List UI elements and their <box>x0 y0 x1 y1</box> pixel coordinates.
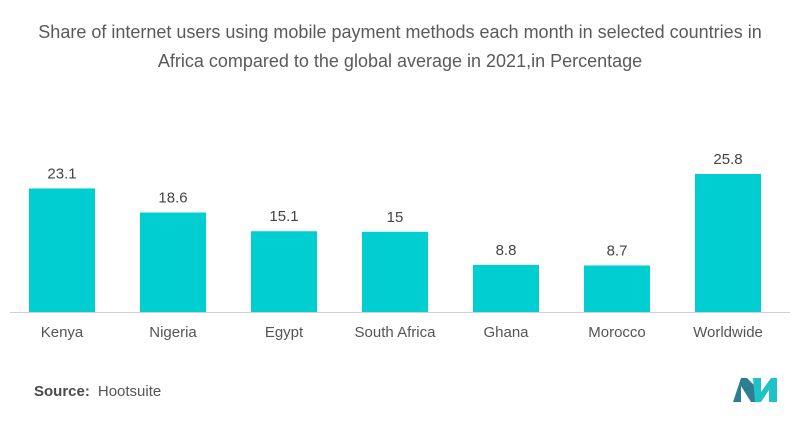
x-tick-label: Kenya <box>41 324 84 341</box>
bar-worldwide <box>695 174 761 312</box>
bar-ghana <box>473 264 539 312</box>
source-label: Source: <box>34 383 90 400</box>
x-tick-label: Nigeria <box>149 324 197 341</box>
x-tick-label: Worldwide <box>693 324 763 341</box>
bar-morocco <box>584 265 650 312</box>
bar-nigeria <box>140 212 206 312</box>
data-label: 8.7 <box>607 242 628 259</box>
bar-south-africa <box>362 231 428 312</box>
bar-egypt <box>251 231 317 312</box>
data-label: 18.6 <box>158 190 187 207</box>
data-label: 15 <box>387 209 404 226</box>
data-label: 15.1 <box>269 208 298 225</box>
data-label: 25.8 <box>713 151 742 168</box>
chart-title-line-1: Share of internet users using mobile pay… <box>38 22 762 42</box>
x-tick-label: Ghana <box>483 324 529 341</box>
brand-logo-icon <box>733 378 777 402</box>
data-label: 8.8 <box>496 242 517 259</box>
x-tick-label: South Africa <box>355 324 437 341</box>
x-tick-label: Egypt <box>265 324 304 341</box>
chart-title-line-2: Africa compared to the global average in… <box>157 51 643 71</box>
data-label: 23.1 <box>47 165 76 182</box>
source-note: Source: Hootsuite <box>34 383 161 400</box>
x-tick-label: Morocco <box>588 324 646 341</box>
bar-kenya <box>29 188 95 312</box>
chart-title: Share of internet users using mobile pay… <box>0 18 800 76</box>
source-value: Hootsuite <box>97 383 162 400</box>
